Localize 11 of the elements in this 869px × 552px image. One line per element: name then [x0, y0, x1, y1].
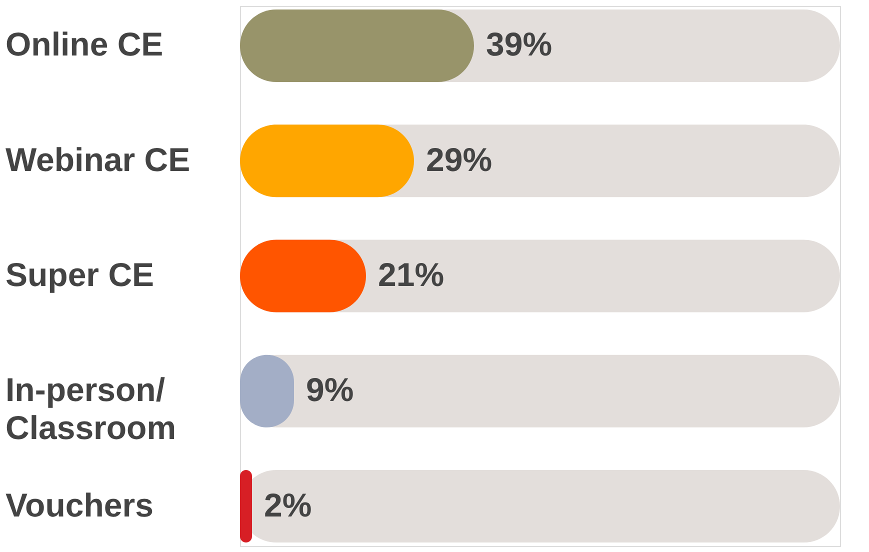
data-label: 9%: [306, 371, 354, 408]
bar: [240, 470, 252, 543]
y-tick-label: Vouchers: [6, 486, 154, 524]
y-tick-label: In-person/Classroom: [6, 371, 176, 446]
y-tick-label: Super CE: [6, 256, 154, 293]
data-label: 21%: [378, 256, 444, 293]
data-label: 39%: [486, 26, 552, 63]
y-tick-label: Online CE: [6, 26, 164, 63]
y-tick-label: Webinar CE: [6, 140, 190, 178]
data-label: 29%: [426, 140, 492, 178]
data-label: 2%: [264, 486, 312, 524]
